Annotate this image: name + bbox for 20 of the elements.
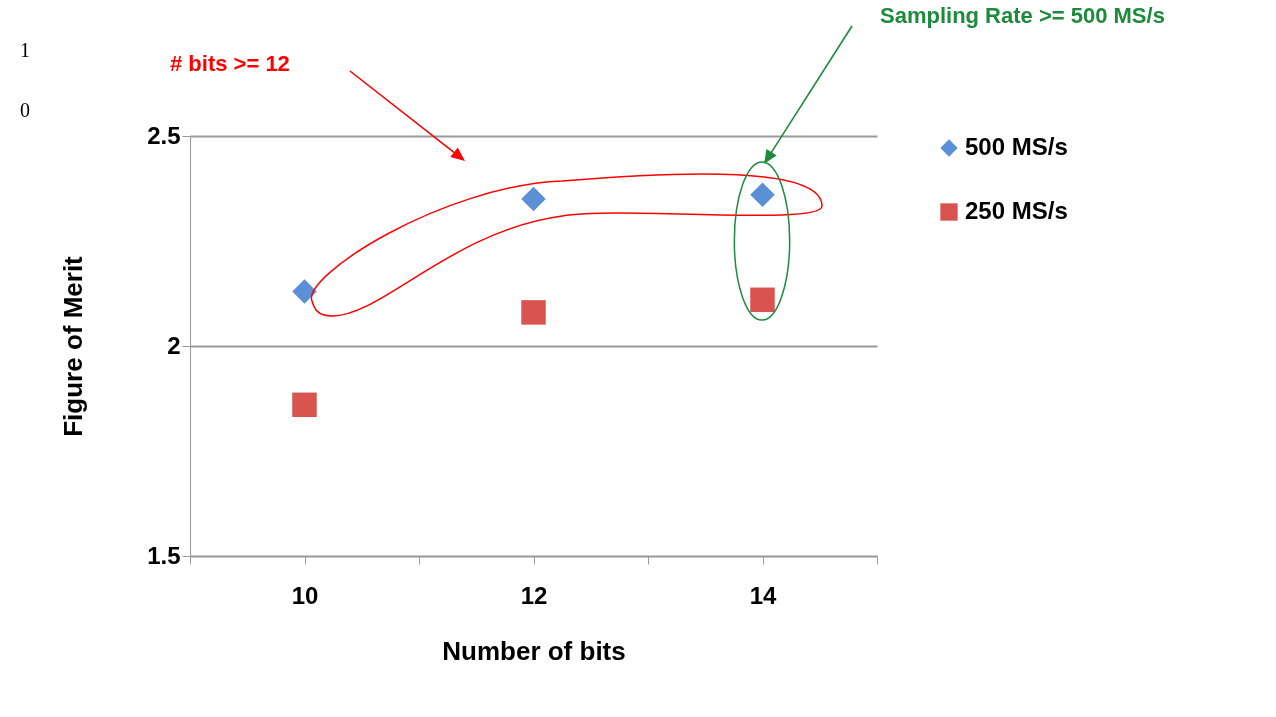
- text: Sampling Rate >= 500 MS/s: [880, 3, 1165, 28]
- x-tick-label: 14: [749, 581, 777, 609]
- x-tick-label: 10: [291, 581, 319, 609]
- point: [521, 300, 546, 325]
- legend-label: 500 MS/s: [965, 133, 1068, 160]
- x-tick-label: 12: [520, 581, 548, 609]
- y-tick-label: 1.5: [147, 541, 181, 569]
- legend-label: 250 MS/s: [965, 197, 1068, 224]
- point: [750, 287, 775, 313]
- text: 0: [20, 99, 30, 121]
- point: [292, 279, 317, 304]
- point: [292, 392, 317, 418]
- x-axis-title: Number of bits: [442, 635, 626, 666]
- text: 1: [20, 39, 30, 61]
- y-tick-label: 2: [167, 331, 181, 359]
- y-tick-label: 2.5: [147, 121, 181, 149]
- text: # bits >= 12: [170, 51, 290, 76]
- point: [750, 182, 775, 208]
- point: [521, 186, 546, 212]
- y-axis-title: Figure of Merit: [58, 255, 89, 437]
